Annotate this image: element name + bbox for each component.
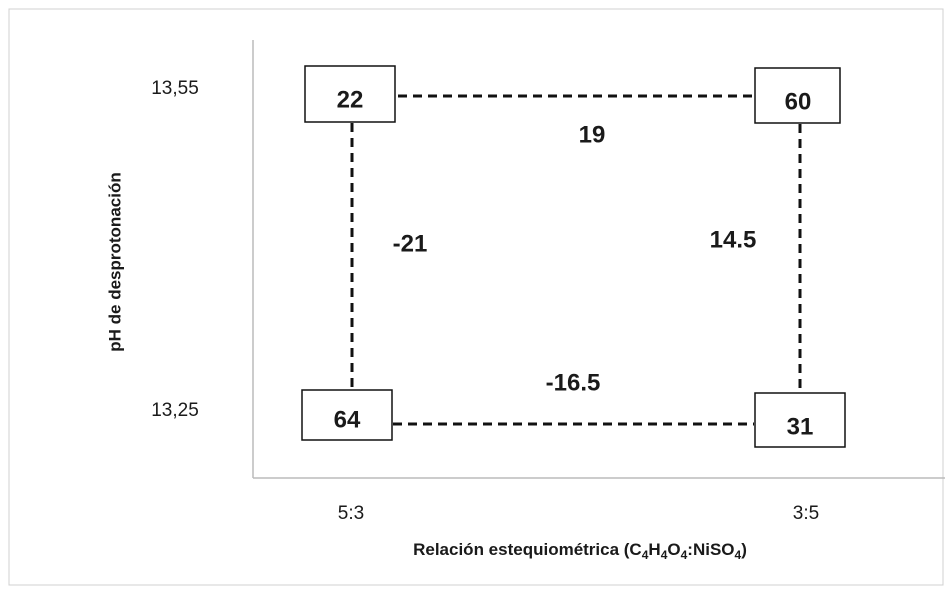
corner-box xyxy=(754,392,846,448)
frame xyxy=(8,8,944,586)
effect-label: 19 xyxy=(579,121,606,148)
effect-label: -16.5 xyxy=(546,369,601,396)
corner-box xyxy=(304,65,396,123)
subscript: 4 xyxy=(661,548,668,562)
subscript: 4 xyxy=(642,548,649,562)
y-tick-label: 13,25 xyxy=(151,400,199,421)
corner-value: 64 xyxy=(334,406,361,433)
corner-value: 31 xyxy=(787,413,814,440)
title-part: H xyxy=(648,540,660,559)
x-axis-title: Relación estequiométrica (C4H4O4:NiSO4) xyxy=(413,540,747,562)
title-part: ) xyxy=(741,540,747,559)
effect-label: 14.5 xyxy=(710,226,757,253)
x-tick-label: 5:3 xyxy=(338,503,364,524)
title-part: :NiSO xyxy=(687,540,734,559)
corner-value: 60 xyxy=(785,88,812,115)
effect-label: -21 xyxy=(393,230,428,257)
x-tick-label: 3:5 xyxy=(793,503,819,524)
title-part: O xyxy=(667,540,680,559)
corner-box xyxy=(754,67,841,124)
corner-box xyxy=(301,389,393,441)
y-tick-label: 13,55 xyxy=(151,78,199,99)
subscript: 4 xyxy=(735,548,742,562)
y-axis-title: pH de desprotonación xyxy=(105,172,124,351)
corner-value: 22 xyxy=(337,86,364,113)
subscript: 4 xyxy=(681,548,688,562)
title-part: Relación estequiométrica (C xyxy=(413,540,642,559)
